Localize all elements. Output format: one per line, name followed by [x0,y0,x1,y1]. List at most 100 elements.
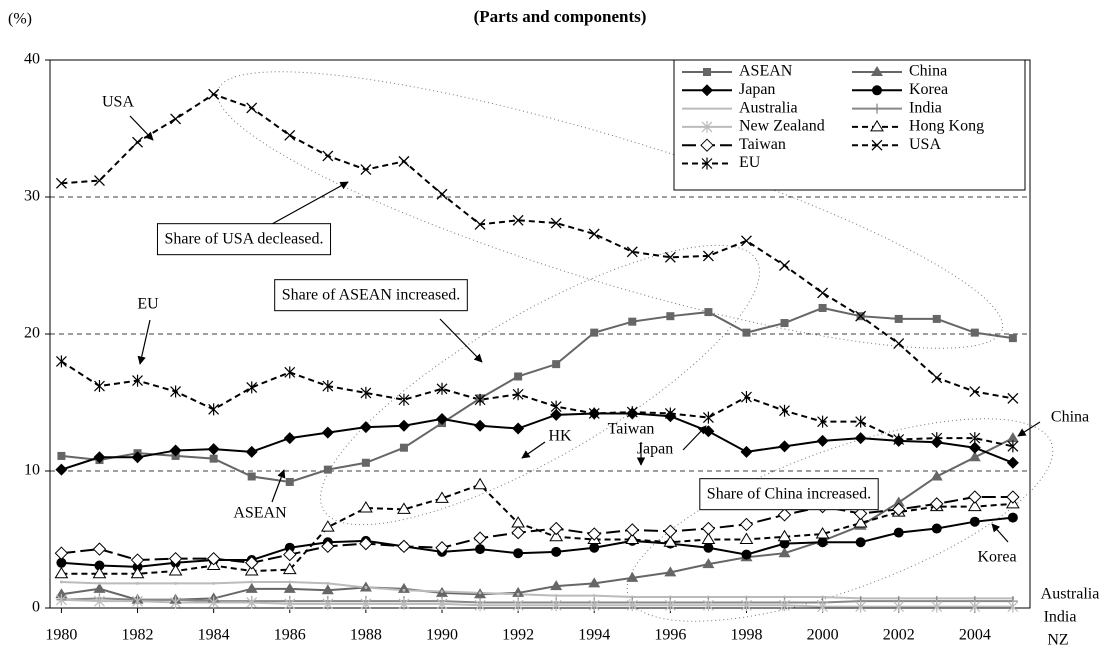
arrow [129,115,154,141]
marker-triangle [626,571,639,582]
x-tick-label: 1996 [654,627,686,644]
legend-label: Taiwan [739,136,786,153]
marker-triangle [739,532,754,544]
legend-label: Hong Kong [909,118,984,135]
marker-diamond [473,531,487,545]
point [402,588,406,592]
x-tick-label: 2002 [883,627,915,644]
marker-diamond [854,432,867,445]
marker-asterisk [360,597,372,610]
annotation: Korea [977,549,1016,566]
marker-triangle [663,535,678,547]
annotation: Japan [637,441,673,458]
point [97,581,101,585]
marker-asterisk [969,600,981,613]
marker-triangle [435,491,449,503]
legend-label: New Zealand [739,118,825,135]
marker-triangle [244,564,259,576]
chart-subtitle: (Parts and components) [474,7,647,26]
marker-diamond [435,541,449,555]
y-tick-label: 40 [24,51,40,68]
marker-asterisk [246,596,258,609]
marker-diamond [130,553,145,567]
marker-x [512,214,524,226]
marker-triangle [550,580,563,591]
point [592,594,596,598]
marker-diamond [853,506,868,521]
marker-square [628,317,637,326]
annotation: Share of USA decleased. [164,231,323,248]
marker-diamond [321,539,335,554]
marker-circle [284,542,295,553]
legend-box [673,59,1026,191]
marker-x [702,250,714,262]
marker-asterisk [588,407,600,420]
legend-label: USA [909,136,941,153]
marker-x [170,113,182,125]
marker-x [588,228,600,240]
marker-diamond [436,412,448,425]
series-line [61,93,1014,400]
y-tick-label: 30 [24,188,40,205]
marker-square [1008,334,1017,343]
marker-x [360,164,372,176]
marker-triangle [130,566,145,579]
legend-label: ASEAN [739,63,793,80]
marker-square [818,303,827,312]
arrow [271,181,349,225]
arrow [1017,421,1041,437]
marker-diamond [359,536,373,551]
marker-asterisk [931,600,943,613]
marker-x [398,155,410,167]
point [440,590,444,594]
marker-x [779,260,790,271]
marker-asterisk [512,599,524,612]
arrow [682,425,707,451]
marker-diamond [397,419,410,432]
marker-triangle [321,584,334,595]
marker-asterisk [170,385,182,398]
marker-diamond [511,525,525,540]
marker-x [664,251,676,263]
x-tick-label: 1998 [730,627,762,644]
marker-triangle [549,529,564,542]
marker-diamond [283,547,297,562]
marker-triangle [283,582,296,593]
marker-x [94,175,105,187]
annotation-box [274,279,468,312]
marker-asterisk [322,380,334,393]
marker-asterisk [817,600,829,613]
marker-diamond [168,551,183,566]
marker-asterisk [626,599,638,612]
marker-square [361,458,370,467]
marker-diamond [816,434,829,447]
annotation: ASEAN [233,505,287,522]
marker-asterisk [893,433,905,446]
marker-triangle [93,582,106,593]
marker-circle [589,542,600,553]
marker-triangle [815,527,830,539]
point [364,585,368,589]
point [136,581,140,585]
annotation: Share of ASEAN increased. [282,287,461,304]
marker-asterisk [702,411,714,424]
marker-square [552,360,561,369]
marker-triangle [397,502,411,514]
marker-x [969,386,981,397]
marker-diamond [549,521,563,536]
marker-square [932,314,941,323]
marker-triangle [778,547,791,558]
legend-label: Japan [739,81,775,98]
point [212,581,216,585]
marker-asterisk [398,597,410,610]
marker-square [57,451,66,460]
marker-x [626,246,638,258]
marker-diamond [359,421,372,434]
marker-triangle [397,582,410,593]
point [59,580,63,584]
marker-x [284,129,296,141]
x-tick-label: 2000 [807,627,839,644]
point [478,591,482,595]
marker-triangle [702,558,715,569]
marker-asterisk [208,403,220,416]
